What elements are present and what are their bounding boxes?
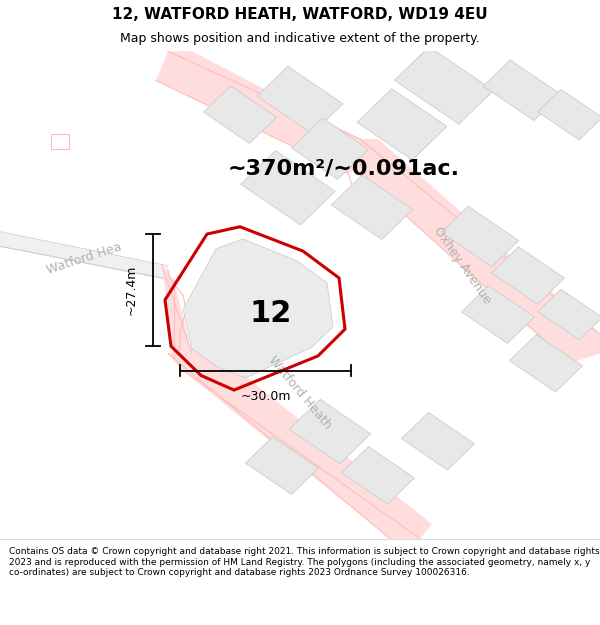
Polygon shape [156, 51, 372, 173]
Polygon shape [491, 247, 565, 304]
Polygon shape [0, 232, 168, 281]
Polygon shape [168, 344, 432, 539]
Polygon shape [292, 118, 368, 179]
Polygon shape [257, 66, 343, 134]
Text: 12: 12 [249, 299, 292, 328]
Text: ~30.0m: ~30.0m [240, 390, 291, 403]
Polygon shape [538, 289, 600, 340]
Polygon shape [538, 89, 600, 140]
Polygon shape [162, 266, 192, 358]
Polygon shape [357, 89, 447, 160]
Text: Watford Hea: Watford Hea [45, 240, 123, 277]
Polygon shape [342, 139, 600, 363]
Text: ~370m²/~0.091ac.: ~370m²/~0.091ac. [228, 158, 460, 178]
Text: Contains OS data © Crown copyright and database right 2021. This information is : Contains OS data © Crown copyright and d… [9, 548, 599, 577]
Text: ~27.4m: ~27.4m [125, 265, 138, 315]
Polygon shape [341, 447, 415, 504]
Text: Map shows position and indicative extent of the property.: Map shows position and indicative extent… [120, 32, 480, 45]
Polygon shape [289, 399, 371, 464]
Text: Watford Heath: Watford Heath [266, 354, 334, 431]
Polygon shape [509, 334, 583, 392]
Polygon shape [241, 151, 335, 225]
Polygon shape [331, 175, 413, 239]
Polygon shape [245, 437, 319, 494]
Polygon shape [483, 60, 561, 121]
Polygon shape [401, 412, 475, 470]
Text: Oxhey Avenue: Oxhey Avenue [431, 225, 493, 307]
Polygon shape [203, 86, 277, 143]
Polygon shape [394, 47, 494, 124]
Polygon shape [441, 206, 519, 267]
Polygon shape [461, 286, 535, 343]
Polygon shape [183, 239, 333, 378]
Text: 12, WATFORD HEATH, WATFORD, WD19 4EU: 12, WATFORD HEATH, WATFORD, WD19 4EU [112, 7, 488, 22]
